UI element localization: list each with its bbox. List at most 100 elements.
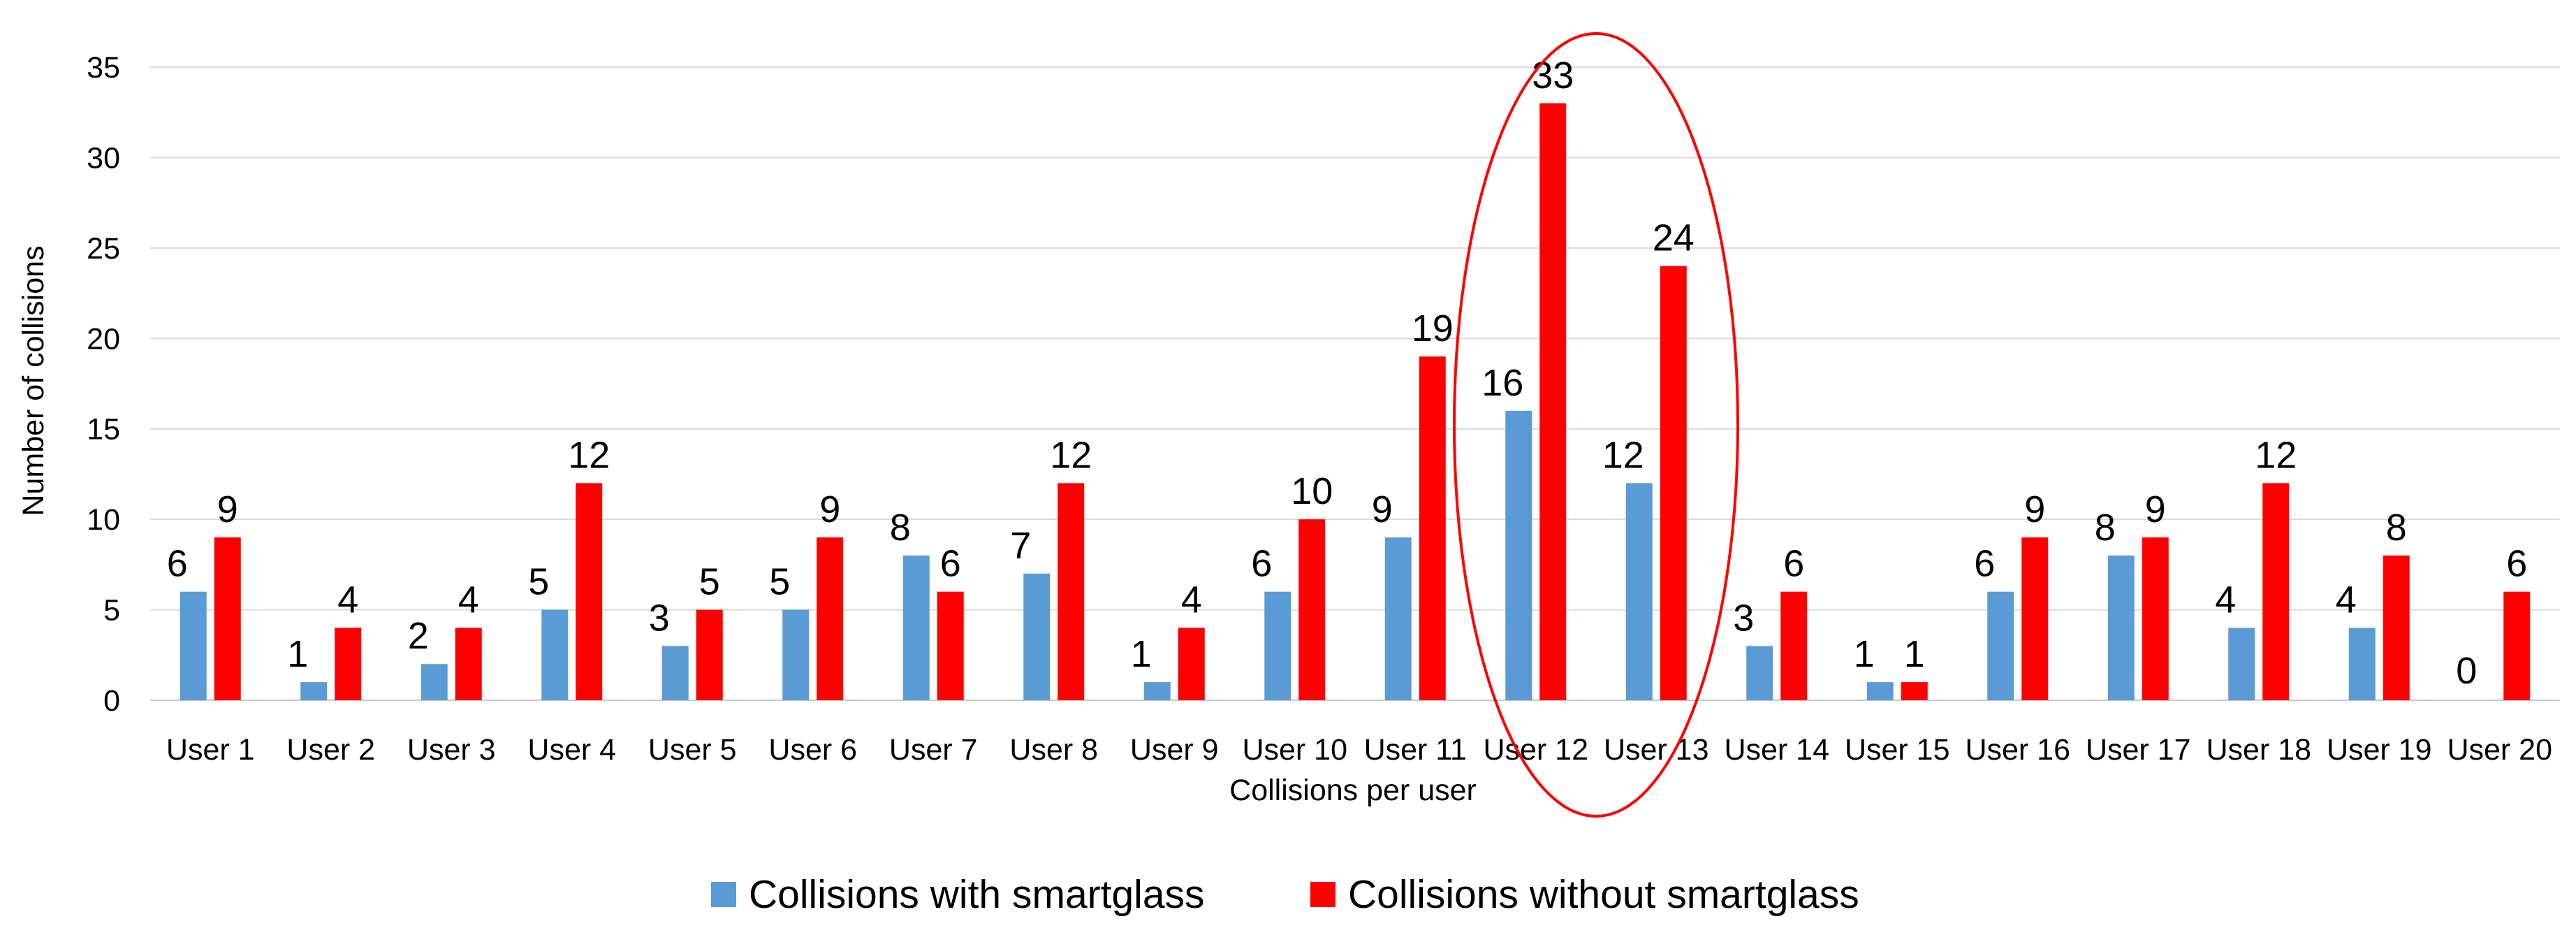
y-tick-label: 15 — [87, 413, 120, 447]
bar-with-smartglass — [661, 646, 689, 700]
bar-without-smartglass — [1419, 356, 1446, 700]
bar-with-smartglass — [2348, 628, 2376, 700]
bar-with-smartglass — [1987, 591, 2014, 700]
y-tick-label: 20 — [87, 322, 120, 356]
y-tick-label: 5 — [103, 594, 120, 628]
legend: Collisions with smartglass Collisions wit… — [711, 872, 1859, 917]
x-tick-label: User 3 — [407, 733, 496, 767]
x-tick-label: User 7 — [889, 733, 978, 767]
data-label: 12 — [1050, 434, 1092, 476]
x-axis-title: Collisions per user — [1229, 774, 1477, 807]
data-label: 5 — [528, 561, 549, 603]
bar-with-smartglass — [180, 591, 207, 700]
bar-without-smartglass — [214, 537, 241, 700]
data-label: 6 — [2506, 543, 2527, 585]
data-label: 3 — [649, 597, 670, 639]
x-tick-label: User 12 — [1483, 733, 1588, 767]
bar-with-smartglass — [1264, 591, 1291, 700]
x-axis-categories: User 1 User 2 User 3 User 4 User 5 User 6 User… — [166, 733, 2552, 767]
data-label: 4 — [2215, 579, 2236, 621]
bar-with-smartglass — [782, 609, 810, 700]
bar-without-smartglass — [1058, 483, 1085, 700]
x-tick-label: User 8 — [1009, 733, 1098, 767]
annotations — [1453, 32, 1739, 818]
data-label: 9 — [2024, 488, 2045, 530]
data-label: 6 — [1783, 543, 1804, 585]
data-label: 12 — [2255, 434, 2297, 476]
x-tick-label: User 2 — [286, 733, 375, 767]
legend-label: Collisions without smartglass — [1348, 872, 1859, 917]
legend-label: Collisions with smartglass — [749, 872, 1205, 917]
x-tick-label: User 20 — [2447, 733, 2552, 767]
y-tick-label: 30 — [87, 141, 120, 175]
x-tick-label: User 17 — [2086, 733, 2191, 767]
data-label: 3 — [1733, 597, 1754, 639]
gridlines — [150, 66, 2560, 701]
x-tick-label: User 10 — [1242, 733, 1347, 767]
bar-without-smartglass — [817, 537, 844, 700]
bar-without-smartglass — [1178, 628, 1205, 700]
bar-with-smartglass — [541, 609, 569, 700]
data-label: 9 — [1372, 488, 1393, 530]
x-tick-label: User 5 — [648, 733, 737, 767]
bar-with-smartglass — [1866, 682, 1894, 700]
y-tick-label: 0 — [103, 684, 120, 718]
data-label: 5 — [699, 561, 720, 603]
data-label: 9 — [819, 488, 840, 530]
x-tick-label: User 11 — [1364, 733, 1467, 767]
bar-without-smartglass — [1539, 103, 1567, 700]
bar-without-smartglass — [2021, 537, 2049, 700]
data-label: 6 — [940, 543, 961, 585]
x-tick-label: User 18 — [2206, 733, 2311, 767]
bar-without-smartglass — [1780, 591, 1808, 700]
bar-with-smartglass — [2228, 628, 2255, 700]
x-tick-label: User 14 — [1724, 733, 1829, 767]
data-label: 8 — [890, 507, 911, 549]
data-label: 7 — [1010, 525, 1031, 567]
bar-without-smartglass — [2142, 537, 2169, 700]
data-label: 1 — [1131, 633, 1152, 675]
x-tick-label: User 13 — [1604, 733, 1709, 767]
data-label: 12 — [568, 434, 610, 476]
y-axis-title: Number of collisions — [17, 245, 50, 516]
data-label: 16 — [1481, 362, 1523, 404]
data-label: 33 — [1532, 55, 1574, 96]
data-label: 10 — [1291, 470, 1333, 512]
data-label: 9 — [217, 488, 238, 530]
x-tick-label: User 1 — [166, 733, 255, 767]
bar-without-smartglass — [2383, 555, 2410, 700]
bar-with-smartglass — [1384, 537, 1412, 700]
highlight-ellipse — [1453, 32, 1739, 818]
bar-without-smartglass — [937, 591, 964, 700]
y-tick-label: 25 — [87, 232, 120, 266]
data-label: 12 — [1602, 434, 1644, 476]
bar-with-smartglass — [300, 682, 328, 700]
data-label: 19 — [1412, 307, 1454, 349]
data-label: 4 — [337, 579, 358, 621]
bar-without-smartglass — [1901, 682, 1928, 700]
data-label: 0 — [2456, 650, 2477, 692]
bar-with-smartglass — [420, 664, 448, 700]
data-label: 6 — [1974, 543, 1995, 585]
bar-without-smartglass — [2503, 591, 2531, 700]
x-tick-label: User 6 — [768, 733, 857, 767]
x-tick-label: User 19 — [2327, 733, 2432, 767]
data-label: 9 — [2145, 488, 2166, 530]
bar-with-smartglass — [1023, 573, 1051, 700]
data-label: 4 — [2336, 579, 2357, 621]
data-label: 8 — [2386, 507, 2407, 549]
data-label: 24 — [1653, 217, 1695, 259]
bar-with-smartglass — [902, 555, 930, 700]
bar-without-smartglass — [335, 628, 362, 700]
data-label: 1 — [1904, 633, 1925, 675]
bar-without-smartglass — [1298, 519, 1326, 700]
x-tick-label: User 4 — [527, 733, 616, 767]
bar-without-smartglass — [576, 483, 603, 700]
y-axis-ticks: 0 5 10 15 20 25 30 35 — [87, 51, 120, 718]
data-label: 8 — [2095, 507, 2116, 549]
legend-swatch — [1310, 882, 1335, 907]
data-label: 4 — [458, 579, 479, 621]
data-label: 1 — [287, 633, 308, 675]
